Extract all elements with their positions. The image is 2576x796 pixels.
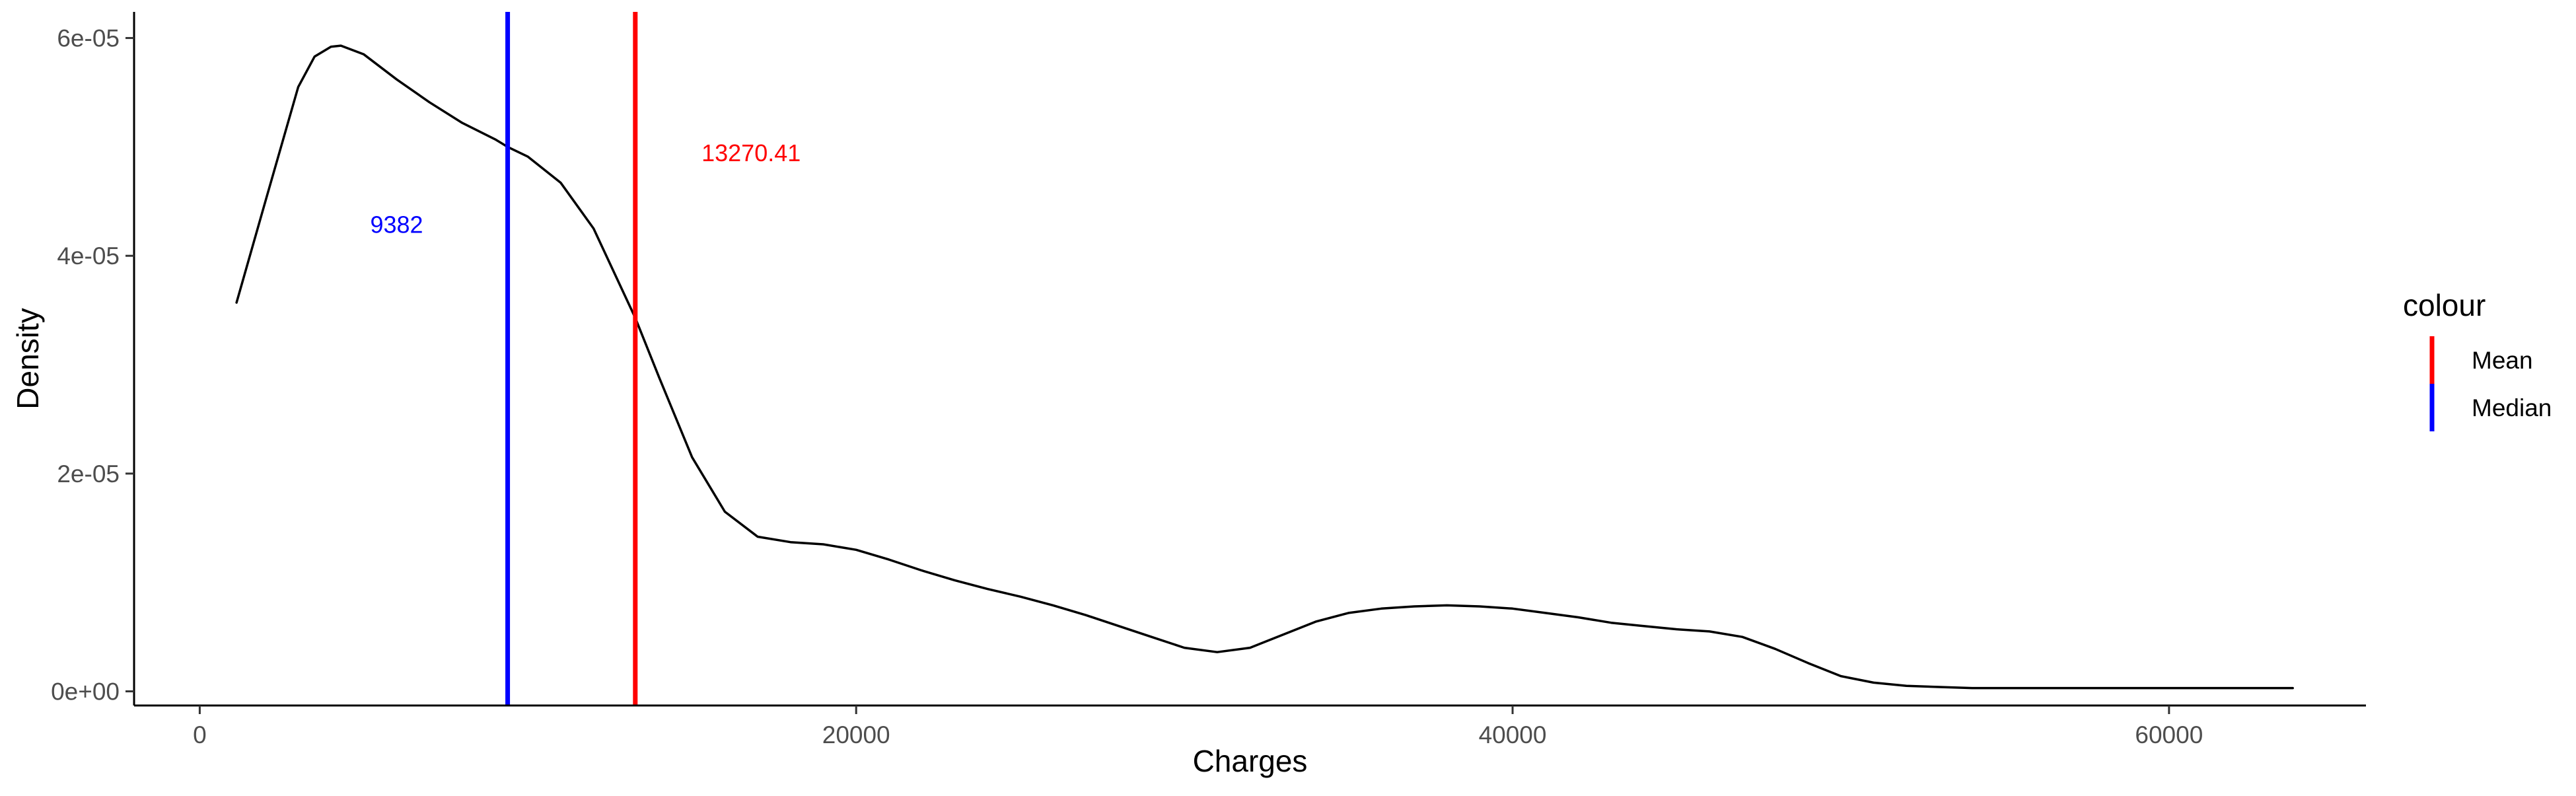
x-tick-label: 20000 (822, 721, 890, 748)
legend-label-mean: Mean (2472, 347, 2533, 374)
y-tick-label: 4e-05 (57, 242, 120, 270)
x-tick-label: 40000 (1479, 721, 1547, 748)
data-layer (235, 12, 2294, 706)
annotation-layer: 9382 13270.41 (370, 139, 801, 238)
y-tick-label: 6e-05 (57, 25, 120, 52)
axes-layer: 0 20000 40000 60000 0e+00 2e-05 4e-05 6e-05 Char… (11, 12, 2366, 778)
legend-title: colour (2403, 288, 2486, 322)
legend-label-median: Median (2472, 394, 2552, 421)
x-axis-title: Charges (1193, 744, 1308, 778)
legend: colour Mean Median (2403, 288, 2552, 431)
density-curve (235, 44, 2294, 690)
y-tick-label: 0e+00 (51, 678, 120, 706)
x-tick-label: 0 (193, 721, 207, 748)
x-tick-label: 60000 (2135, 721, 2203, 748)
y-axis-title: Density (11, 308, 45, 409)
y-tick-label: 2e-05 (57, 460, 120, 488)
annotation-label: 9382 (370, 211, 423, 238)
annotation-label: 13270.41 (701, 139, 801, 166)
